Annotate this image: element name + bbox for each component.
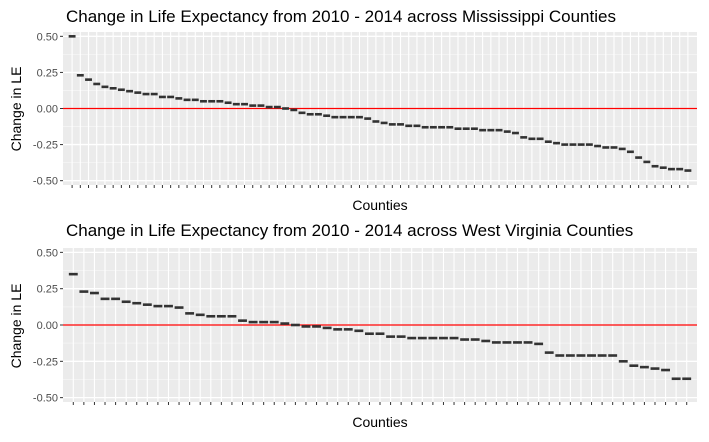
data-marks xyxy=(68,272,692,381)
y-tick-label: -0.25 xyxy=(33,140,58,152)
minor-grid xyxy=(63,53,697,164)
y-tick-label: 0.50 xyxy=(37,247,58,259)
y-tick-label: 0.00 xyxy=(37,104,58,116)
y-axis-label: Change in LE xyxy=(8,284,24,369)
chart-title: Change in Life Expectancy from 2010 - 20… xyxy=(66,221,633,240)
west-virginia-chart: Change in Life Expectancy from 2010 - 20… xyxy=(8,221,697,430)
data-marks xyxy=(68,35,692,172)
y-tick-label: 0.50 xyxy=(37,31,58,43)
y-tick-label: -0.25 xyxy=(33,356,58,368)
x-axis-label: Counties xyxy=(352,414,407,430)
chart-title: Change in Life Expectancy from 2010 - 20… xyxy=(66,7,616,26)
y-axis-ticks: 0.50 0.25 0.00 -0.25 -0.50 xyxy=(33,247,63,405)
y-tick-label: -0.50 xyxy=(33,176,58,188)
y-tick-label: 0.25 xyxy=(37,67,58,79)
y-tick-label: 0.25 xyxy=(37,284,58,296)
y-tick-label: -0.50 xyxy=(33,393,58,405)
x-axis-ticks xyxy=(72,402,688,405)
y-tick-label: 0.00 xyxy=(37,320,58,332)
y-axis-ticks: 0.50 0.25 0.00 -0.25 -0.50 xyxy=(33,31,63,188)
x-axis-ticks xyxy=(71,185,689,188)
mississippi-chart: Change in Life Expectancy from 2010 - 20… xyxy=(8,7,697,213)
y-axis-label: Change in LE xyxy=(8,67,24,152)
x-axis-label: Counties xyxy=(352,197,407,213)
